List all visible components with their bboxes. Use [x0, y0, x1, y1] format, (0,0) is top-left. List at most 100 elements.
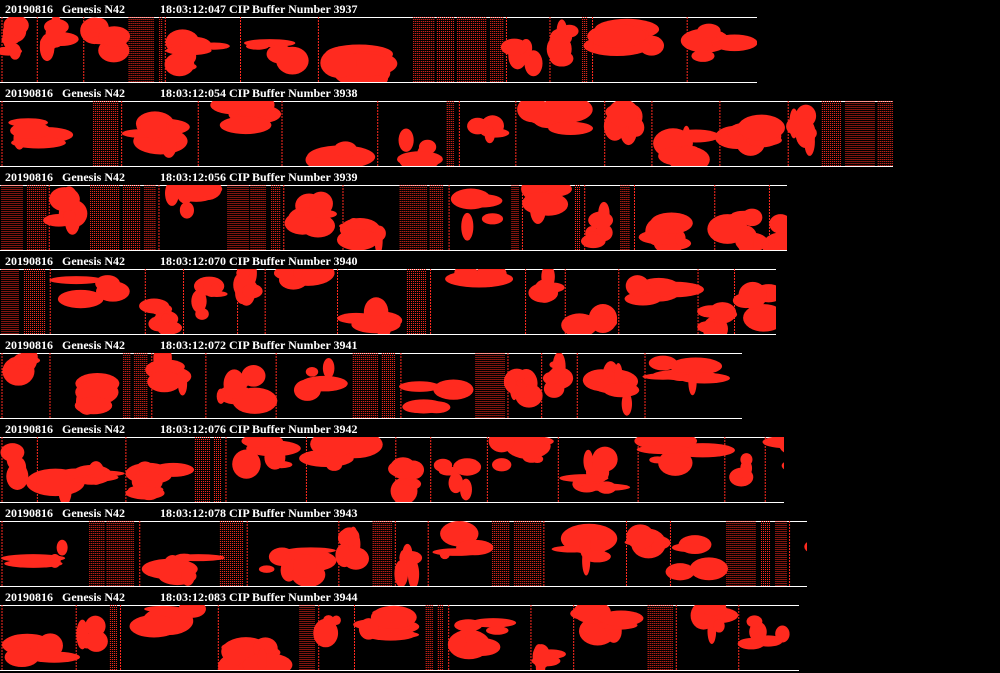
particle-image [75, 605, 108, 670]
strip-bottom-rule [0, 166, 893, 167]
particle-image [430, 269, 514, 334]
strip-probe: Genesis N42 [62, 170, 125, 184]
particle-image [158, 185, 223, 250]
particle-image [633, 185, 693, 250]
particle-image [561, 269, 618, 334]
strip-header: 20190816 Genesis N42 18:03:12:078 CIP Bu… [0, 504, 807, 520]
particle-image [486, 437, 554, 502]
particle-image [281, 101, 376, 166]
strip-probe: Genesis N42 [62, 590, 125, 604]
particle-image [145, 353, 192, 418]
particle-image [80, 17, 131, 82]
particle-image [0, 437, 29, 502]
particle-image [299, 437, 383, 502]
strip-probe: Genesis N42 [62, 254, 125, 268]
buffer-strip: 20190816 Genesis N42 18:03:12:078 CIP Bu… [0, 504, 807, 588]
buffer-strip: 20190816 Genesis N42 18:03:12:047 CIP Bu… [0, 0, 757, 84]
particle-image [541, 353, 574, 418]
particle-image [336, 185, 386, 250]
particle-image [0, 17, 29, 82]
particle-image [233, 269, 263, 334]
particle-image [1, 353, 41, 418]
strip-timestamp: 18:03:12:054 CIP Buffer Number 3938 [160, 86, 358, 100]
strip-probe: Genesis N42 [62, 2, 125, 16]
particle-image [377, 101, 443, 166]
particle-image [603, 101, 645, 166]
strip-timestamp: 18:03:12:070 CIP Buffer Number 3940 [160, 254, 358, 268]
strip-probe: Genesis N42 [62, 338, 125, 352]
particle-image [576, 353, 640, 418]
particle-image [675, 605, 739, 670]
strip-bottom-rule [0, 334, 776, 335]
strip-header: 20190816 Genesis N42 18:03:12:083 CIP Bu… [0, 588, 799, 604]
particle-image-strip [1, 605, 790, 670]
particle-image [120, 605, 206, 670]
buffer-strip: 20190816 Genesis N42 18:03:12:070 CIP Bu… [0, 252, 776, 336]
particle-image [618, 269, 704, 334]
strip-top-rule [0, 521, 807, 522]
strip-date: 20190816 [5, 170, 53, 184]
strip-top-rule [0, 269, 776, 270]
particle-image [43, 185, 88, 250]
strip-top-rule [0, 17, 757, 18]
strip-bottom-rule [0, 670, 799, 671]
particle-image [388, 437, 425, 502]
particle-image [139, 521, 225, 586]
particle-image [394, 521, 423, 586]
buffer-strip: 20190816 Genesis N42 18:03:12:054 CIP Bu… [0, 84, 893, 168]
particle-image [737, 605, 790, 670]
strip-timestamp: 18:03:12:072 CIP Buffer Number 3941 [160, 338, 358, 352]
particle-image [427, 521, 494, 586]
particle-image-strip [1, 101, 893, 166]
strip-timestamp: 18:03:12:078 CIP Buffer Number 3943 [160, 506, 358, 520]
particle-image [634, 437, 735, 502]
particle-image [217, 605, 293, 670]
particle-image [557, 437, 631, 502]
particle-image-strip [1, 521, 807, 586]
particle-image [789, 521, 807, 586]
particle-image [183, 269, 228, 334]
strip-header: 20190816 Genesis N42 18:03:12:056 CIP Bu… [0, 168, 787, 184]
strip-probe: Genesis N42 [62, 506, 125, 520]
particle-image [353, 605, 420, 670]
particle-image [164, 17, 230, 82]
particle-image [1, 521, 68, 586]
strip-timestamp: 18:03:12:083 CIP Buffer Number 3944 [160, 590, 358, 604]
particle-image [139, 269, 183, 334]
strip-top-rule [0, 437, 784, 438]
particle-image [515, 101, 594, 166]
particle-image-strip [1, 269, 776, 334]
particle-image [205, 353, 278, 418]
strip-bottom-rule [0, 502, 784, 503]
particle-image [503, 353, 543, 418]
strip-date: 20190816 [5, 86, 53, 100]
strip-header: 20190816 Genesis N42 18:03:12:047 CIP Bu… [0, 0, 757, 16]
particle-image [580, 185, 614, 250]
strip-top-rule [0, 101, 893, 102]
particle-image [543, 521, 618, 586]
particle-image [521, 185, 572, 250]
particle-image [697, 269, 738, 334]
particle-image [458, 101, 510, 166]
particle-image [762, 437, 784, 502]
buffer-strip: 20190816 Genesis N42 18:03:12:083 CIP Bu… [0, 588, 799, 672]
strip-header: 20190816 Genesis N42 18:03:12:054 CIP Bu… [0, 84, 893, 100]
buffer-strip: 20190816 Genesis N42 18:03:12:076 CIP Bu… [0, 420, 784, 504]
strip-top-rule [0, 605, 799, 606]
particle-image [1, 101, 74, 166]
particle-image-strip [0, 437, 784, 502]
particle-image [225, 437, 301, 502]
particle-image-strip [1, 185, 787, 250]
particle-image [49, 269, 130, 334]
strip-probe: Genesis N42 [62, 86, 125, 100]
particle-image [337, 269, 403, 334]
particle-image [246, 521, 337, 586]
strip-timestamp: 18:03:12:076 CIP Buffer Number 3942 [160, 422, 358, 436]
particle-image [283, 185, 337, 250]
particle-image [26, 437, 125, 502]
particle-image [399, 353, 474, 418]
particle-image [49, 353, 120, 418]
strip-probe: Genesis N42 [62, 422, 125, 436]
particle-image [714, 101, 785, 166]
particle-image [448, 185, 504, 250]
